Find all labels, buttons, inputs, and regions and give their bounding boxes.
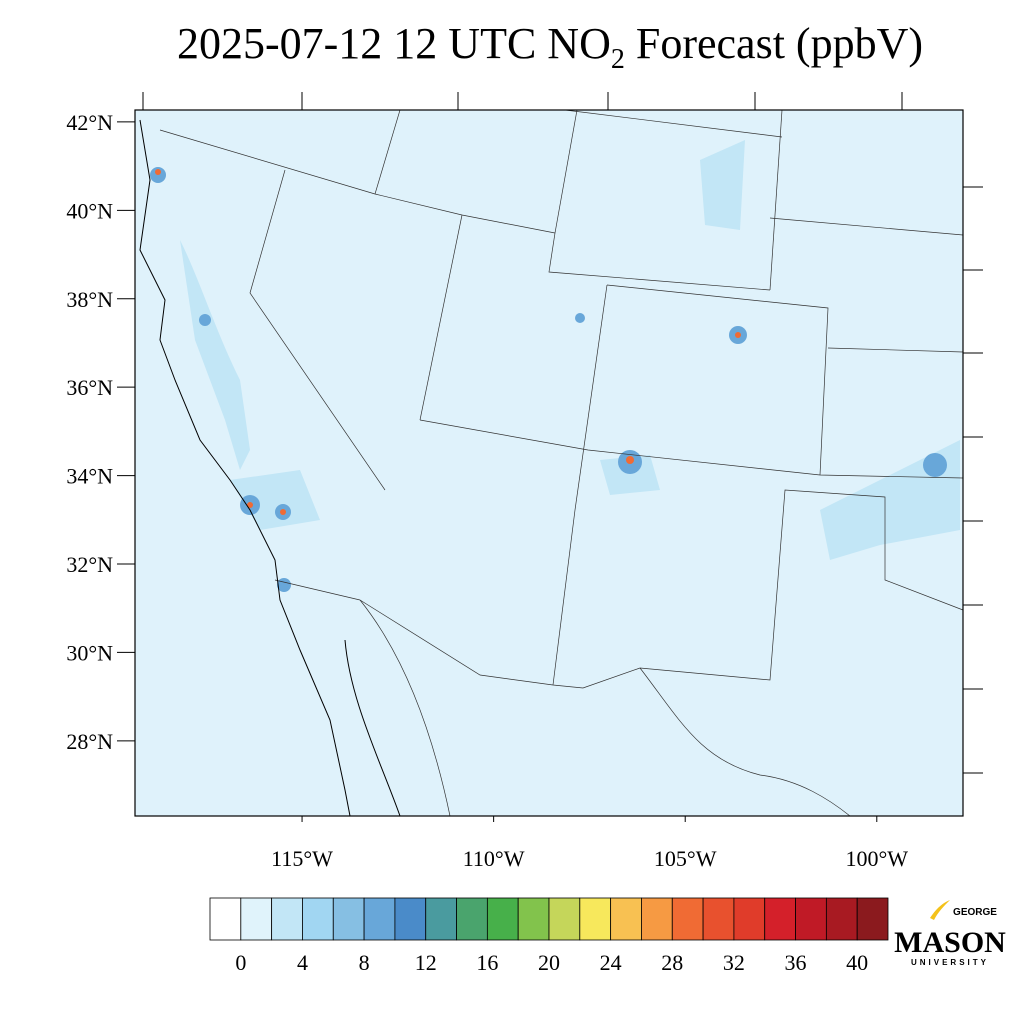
colorbar-box xyxy=(271,897,303,941)
map-background xyxy=(135,110,963,816)
y-tick-label: 40°N xyxy=(66,198,113,223)
y-tick-label: 30°N xyxy=(66,640,113,665)
colorbar-box xyxy=(332,897,365,941)
hotspot-cores xyxy=(155,169,741,515)
colorbar-box xyxy=(548,897,581,941)
colorbar-box xyxy=(733,897,766,941)
colorbar-label: 8 xyxy=(359,950,370,975)
logo-bottom: UNIVERSITY xyxy=(911,958,989,967)
axes: 28°N 30°N 32°N 34°N 36°N 38°N 40°N 42°N 115°W 110… xyxy=(66,110,908,871)
logo-main: MASON xyxy=(894,926,1006,959)
colorbar-label: 40 xyxy=(846,950,868,975)
colorbar-label: 20 xyxy=(538,950,560,975)
colorbar-box xyxy=(240,897,273,941)
colorbar-label: 28 xyxy=(661,950,683,975)
colorbar-label: 16 xyxy=(476,950,498,975)
colorbar-box xyxy=(579,897,612,941)
colorbar-label: 4 xyxy=(297,950,308,975)
colorbar-label: 12 xyxy=(415,950,437,975)
logo-top: GEORGE xyxy=(953,907,997,918)
colorbar-box xyxy=(486,897,519,941)
colorbar-box xyxy=(363,897,396,941)
y-tick-label: 42°N xyxy=(66,110,113,135)
colorbar-box xyxy=(517,897,550,941)
colorbar: 0 4 8 12 16 20 24 28 32 36 40 xyxy=(209,897,889,975)
colorbar-box xyxy=(456,897,488,941)
colorbar-box xyxy=(795,897,827,941)
x-tick-label: 105°W xyxy=(654,846,717,871)
x-tick-label: 100°W xyxy=(846,846,909,871)
frame-ticks xyxy=(142,92,983,774)
logo-swoosh xyxy=(930,900,950,920)
y-tick-label: 32°N xyxy=(66,552,113,577)
colorbar-box xyxy=(671,897,704,941)
x-tick-label: 115°W xyxy=(271,846,333,871)
logo: GEORGE MASON UNIVERSITY xyxy=(894,900,1006,967)
colorbar-box xyxy=(641,897,673,941)
colorbar-box xyxy=(425,897,457,941)
map: 28°N 30°N 32°N 34°N 36°N 38°N 40°N 42°N 115°W 110… xyxy=(66,92,983,871)
colorbar-label: 36 xyxy=(785,950,807,975)
colorbar-box xyxy=(610,897,642,941)
title: 2025-07-12 12 UTC NO2 Forecast (ppbV) xyxy=(177,19,923,75)
map-frame xyxy=(134,109,964,817)
y-tick-label: 38°N xyxy=(66,287,113,312)
x-tick-label: 110°W xyxy=(463,846,525,871)
colorbar-label: 0 xyxy=(235,950,246,975)
y-tick-label: 28°N xyxy=(66,729,113,754)
colorbar-label: 24 xyxy=(600,950,622,975)
colorbar-box xyxy=(209,897,242,941)
colorbar-label: 32 xyxy=(723,950,745,975)
colorbar-box xyxy=(302,897,334,941)
coastline xyxy=(139,119,401,817)
state-borders xyxy=(159,109,964,817)
colorbar-box xyxy=(394,897,427,941)
y-tick-label: 36°N xyxy=(66,375,113,400)
colorbar-box xyxy=(764,897,796,941)
colorbar-box xyxy=(825,897,858,941)
colorbar-box xyxy=(702,897,735,941)
y-tick-label: 34°N xyxy=(66,464,113,489)
colorbar-box xyxy=(856,897,889,941)
